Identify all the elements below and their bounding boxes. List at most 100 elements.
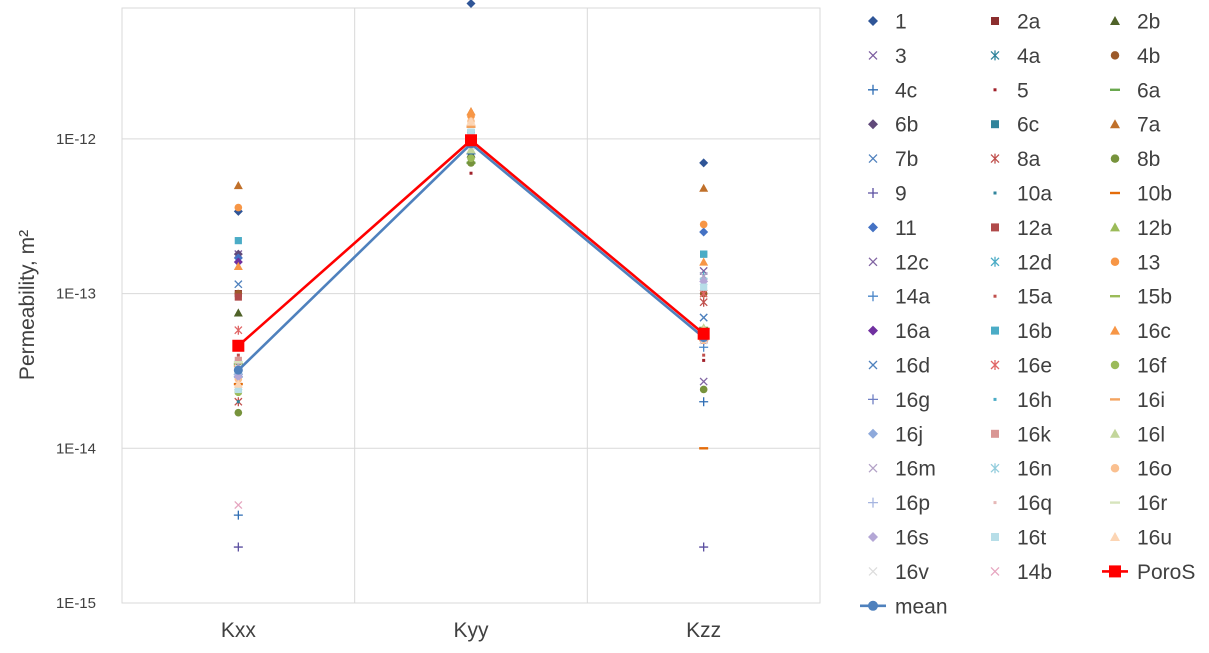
legend-marker bbox=[868, 497, 878, 508]
legend-marker-stroke bbox=[868, 463, 878, 473]
y-tick-label: 1E-14 bbox=[56, 440, 96, 457]
series-16d bbox=[234, 134, 708, 379]
legend-label: 16h bbox=[1017, 389, 1052, 412]
point-16d-Kzz bbox=[699, 313, 708, 322]
legend-marker bbox=[1110, 257, 1120, 267]
point-16u-Kyy bbox=[466, 116, 476, 125]
legend-item-16e: 16e bbox=[990, 355, 1052, 378]
legend-marker bbox=[868, 188, 878, 198]
legend-label: 16l bbox=[1137, 423, 1165, 446]
legend-marker bbox=[993, 294, 997, 298]
series-16f bbox=[234, 154, 708, 397]
series-2a bbox=[234, 138, 708, 344]
legend-label: 7b bbox=[895, 148, 918, 171]
point-12c-Kzz bbox=[699, 377, 708, 386]
legend-marker bbox=[1110, 119, 1120, 129]
legend-label: 14b bbox=[1017, 561, 1052, 584]
point-13-Kxx bbox=[234, 203, 243, 212]
legend-marker bbox=[1110, 428, 1120, 438]
point-16k-Kxx bbox=[234, 356, 242, 364]
legend-item-16l: 16l bbox=[1110, 423, 1165, 446]
legend-marker bbox=[1110, 532, 1120, 541]
point-16f-Kyy bbox=[467, 154, 475, 163]
legend-item-1: 1 bbox=[868, 11, 907, 34]
legend-marker bbox=[868, 291, 878, 302]
legend-label: 13 bbox=[1137, 251, 1160, 274]
legend-label: 15b bbox=[1137, 286, 1172, 309]
legend-label: 8a bbox=[1017, 148, 1041, 171]
point-8b-Kzz bbox=[699, 385, 708, 394]
point-14b-Kxx bbox=[234, 500, 243, 510]
legend-label: 2b bbox=[1137, 11, 1160, 34]
legend-item-16j: 16j bbox=[868, 423, 923, 446]
legend-item-16h: 16h bbox=[993, 389, 1052, 412]
legend-item-16g: 16g bbox=[868, 389, 930, 412]
legend-marker bbox=[1110, 88, 1120, 91]
legend-marker bbox=[1110, 463, 1120, 473]
legend-item-15b: 15b bbox=[1110, 286, 1172, 309]
legend-item-mean: mean bbox=[860, 595, 948, 618]
legend-marker bbox=[993, 88, 997, 92]
x-tick-label: Kxx bbox=[221, 619, 257, 642]
legend-marker bbox=[868, 463, 878, 473]
legend-item-3: 3 bbox=[868, 45, 907, 68]
legend-marker bbox=[991, 429, 999, 438]
series-16g bbox=[233, 134, 709, 379]
legend-label: 1 bbox=[895, 11, 907, 34]
legend-marker bbox=[1110, 51, 1120, 60]
legend-label: 16e bbox=[1017, 355, 1052, 378]
legend-marker bbox=[1110, 16, 1120, 25]
series-16m bbox=[234, 134, 708, 369]
legend-marker-stroke bbox=[990, 566, 1000, 576]
legend-item-16r: 16r bbox=[1110, 492, 1167, 515]
legend-item-16q: 16q bbox=[993, 492, 1052, 515]
legend-marker bbox=[991, 326, 999, 335]
series-16j bbox=[233, 134, 709, 379]
legend-label: 7a bbox=[1137, 114, 1161, 137]
legend-marker bbox=[993, 501, 997, 505]
legend-item-16f: 16f bbox=[1110, 355, 1166, 378]
legend-marker bbox=[990, 566, 1000, 576]
point-7a-Kxx bbox=[233, 180, 243, 190]
legend-marker-stroke bbox=[868, 360, 878, 370]
legend-label: 16u bbox=[1137, 527, 1172, 550]
grid-lines bbox=[121, 7, 821, 604]
series-PoroS bbox=[232, 134, 710, 352]
legend-item-PoroS: PoroS bbox=[1102, 561, 1195, 584]
point-16b-Kzz bbox=[700, 250, 708, 258]
point-4c-Kxx bbox=[233, 510, 243, 520]
legend-item-12c: 12c bbox=[868, 251, 929, 274]
legend-marker bbox=[991, 223, 999, 232]
legend-item-15a: 15a bbox=[993, 286, 1052, 309]
legend-label: 16s bbox=[895, 527, 929, 550]
legend-marker-stroke bbox=[990, 463, 1000, 474]
legend-label: 16f bbox=[1137, 355, 1166, 378]
point-5-Kyy bbox=[469, 171, 473, 175]
legend-marker bbox=[990, 463, 1000, 474]
point-5-Kzz bbox=[702, 358, 706, 362]
point-15a-Kzz bbox=[702, 353, 706, 357]
legend-item-12b: 12b bbox=[1110, 217, 1172, 240]
legend-marker bbox=[1110, 295, 1120, 298]
legend-marker bbox=[868, 119, 878, 130]
point-16u-Kxx bbox=[233, 379, 243, 388]
point-16b-Kxx bbox=[234, 237, 242, 245]
legend-label: 5 bbox=[1017, 79, 1029, 102]
series-16k bbox=[234, 135, 708, 364]
point-mean-Kxx bbox=[233, 365, 243, 375]
legend-item-4c: 4c bbox=[868, 79, 917, 102]
series-16c bbox=[233, 107, 709, 270]
legend-marker-stroke bbox=[990, 153, 1000, 164]
legend-marker-stroke bbox=[868, 50, 878, 60]
point-PoroS-Kxx bbox=[232, 339, 245, 352]
legend-item-16b: 16b bbox=[991, 320, 1052, 343]
y-axis-label: Permeability, m² bbox=[16, 230, 39, 380]
line-mean bbox=[237, 142, 705, 372]
legend-marker bbox=[868, 222, 878, 233]
legend-label: 16a bbox=[895, 320, 930, 343]
legend-item-7a: 7a bbox=[1110, 114, 1161, 137]
legend-label: 16r bbox=[1137, 492, 1167, 515]
legend-item-16d: 16d bbox=[868, 355, 930, 378]
